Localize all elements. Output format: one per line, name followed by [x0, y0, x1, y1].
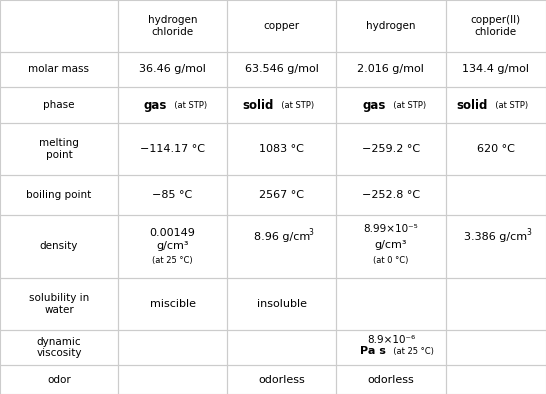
Bar — [336, 215, 446, 278]
Text: (at STP): (at STP) — [490, 101, 529, 110]
Text: 620 °C: 620 °C — [477, 144, 515, 154]
Bar — [118, 365, 227, 394]
Text: molar mass: molar mass — [28, 65, 90, 74]
Text: −114.17 °C: −114.17 °C — [140, 144, 205, 154]
Bar — [0, 52, 118, 87]
Bar — [118, 175, 227, 215]
Bar — [336, 87, 446, 123]
Bar — [446, 52, 546, 87]
Text: solubility in
water: solubility in water — [29, 293, 89, 314]
Bar — [336, 52, 446, 87]
Bar — [336, 329, 446, 365]
Text: solid: solid — [243, 99, 274, 112]
Bar — [227, 87, 336, 123]
Bar — [118, 123, 227, 175]
Bar — [0, 215, 118, 278]
Text: (at 25 °C): (at 25 °C) — [388, 346, 434, 355]
Bar — [0, 175, 118, 215]
Text: 1083 °C: 1083 °C — [259, 144, 304, 154]
Text: copper: copper — [264, 21, 300, 31]
Text: g/cm³: g/cm³ — [375, 240, 407, 249]
Text: solid: solid — [457, 99, 488, 112]
Text: boiling point: boiling point — [26, 190, 92, 200]
Bar — [118, 0, 227, 52]
Bar — [227, 52, 336, 87]
Text: (at 25 °C): (at 25 °C) — [152, 256, 193, 265]
Bar — [227, 0, 336, 52]
Bar — [446, 329, 546, 365]
Bar — [446, 87, 546, 123]
Text: odorless: odorless — [367, 375, 414, 385]
Bar — [336, 0, 446, 52]
Text: 3: 3 — [526, 228, 531, 237]
Text: odorless: odorless — [258, 375, 305, 385]
Bar — [0, 329, 118, 365]
Bar — [446, 123, 546, 175]
Text: 0.00149: 0.00149 — [150, 228, 195, 238]
Text: −259.2 °C: −259.2 °C — [362, 144, 420, 154]
Bar — [446, 278, 546, 329]
Bar — [227, 175, 336, 215]
Text: 8.9×10⁻⁶: 8.9×10⁻⁶ — [367, 335, 415, 345]
Text: melting
point: melting point — [39, 138, 79, 160]
Bar — [118, 329, 227, 365]
Text: 3: 3 — [309, 228, 313, 237]
Text: −85 °C: −85 °C — [152, 190, 193, 200]
Text: hydrogen: hydrogen — [366, 21, 416, 31]
Text: −252.8 °C: −252.8 °C — [362, 190, 420, 200]
Text: density: density — [40, 242, 78, 251]
Text: (at STP): (at STP) — [276, 101, 314, 110]
Text: 8.99×10⁻⁵: 8.99×10⁻⁵ — [364, 224, 418, 234]
Text: 36.46 g/mol: 36.46 g/mol — [139, 65, 206, 74]
Bar — [118, 87, 227, 123]
Bar — [227, 329, 336, 365]
Bar — [0, 123, 118, 175]
Bar — [446, 175, 546, 215]
Text: hydrogen
chloride: hydrogen chloride — [148, 15, 197, 37]
Text: copper(II)
chloride: copper(II) chloride — [471, 15, 521, 37]
Text: phase: phase — [43, 100, 75, 110]
Text: miscible: miscible — [150, 299, 195, 309]
Bar — [227, 365, 336, 394]
Bar — [446, 365, 546, 394]
Text: 8.96 g/cm: 8.96 g/cm — [253, 232, 310, 242]
Bar — [227, 215, 336, 278]
Text: odor: odor — [47, 375, 71, 385]
Text: gas: gas — [144, 99, 167, 112]
Text: insoluble: insoluble — [257, 299, 307, 309]
Bar — [118, 278, 227, 329]
Text: (at STP): (at STP) — [169, 101, 207, 110]
Bar — [0, 0, 118, 52]
Bar — [336, 278, 446, 329]
Bar — [227, 123, 336, 175]
Text: 134.4 g/mol: 134.4 g/mol — [462, 65, 529, 74]
Text: (at STP): (at STP) — [388, 101, 426, 110]
Bar — [118, 52, 227, 87]
Bar — [336, 365, 446, 394]
Bar — [336, 175, 446, 215]
Text: dynamic
viscosity: dynamic viscosity — [36, 336, 82, 358]
Bar — [0, 87, 118, 123]
Bar — [227, 278, 336, 329]
Text: (at 0 °C): (at 0 °C) — [373, 256, 408, 265]
Bar — [0, 278, 118, 329]
Text: 3.386 g/cm: 3.386 g/cm — [464, 232, 527, 242]
Bar — [118, 215, 227, 278]
Bar — [446, 215, 546, 278]
Text: 2.016 g/mol: 2.016 g/mol — [358, 65, 424, 74]
Bar — [0, 365, 118, 394]
Bar — [446, 0, 546, 52]
Text: g/cm³: g/cm³ — [156, 242, 189, 251]
Text: 63.546 g/mol: 63.546 g/mol — [245, 65, 319, 74]
Text: Pa s: Pa s — [360, 346, 385, 356]
Text: 2567 °C: 2567 °C — [259, 190, 304, 200]
Bar — [336, 123, 446, 175]
Text: gas: gas — [362, 99, 385, 112]
